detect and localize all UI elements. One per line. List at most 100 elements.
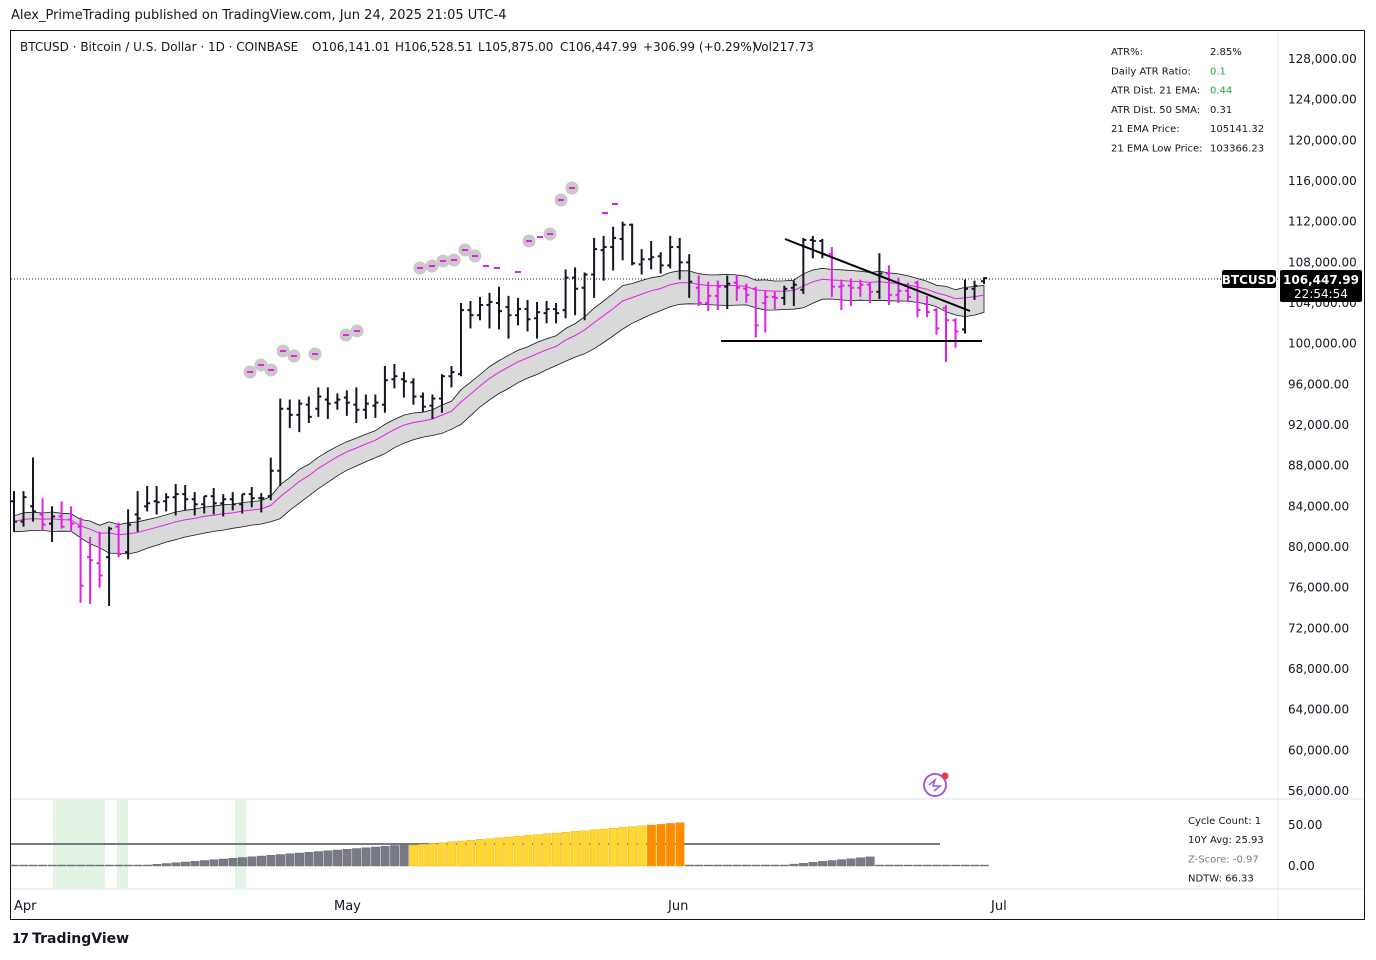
osc-bar: [656, 824, 666, 867]
ohlc-bar: [11, 491, 17, 532]
osc-bar: [979, 864, 989, 867]
tradingview-footer[interactable]: 17 TradingView: [12, 931, 129, 947]
osc-bar: [970, 864, 980, 867]
ohlc-bar: [809, 235, 816, 259]
ohlc-bar: [296, 399, 303, 433]
price-axis-tick: 88,000.00: [1288, 459, 1349, 473]
price-axis-tick: 60,000.00: [1288, 743, 1349, 757]
ohlc-bar: [933, 308, 940, 335]
osc-bar: [532, 834, 542, 867]
stats-value: 2.85%: [1210, 47, 1242, 58]
ohlc-bar: [248, 487, 255, 508]
ohlc-bar: [543, 300, 550, 324]
ohlc-bar: [410, 378, 417, 405]
price-axis-tick: 96,000.00: [1288, 377, 1349, 391]
chart-frame[interactable]: [10, 30, 1365, 920]
ohlc-bar: [524, 299, 531, 332]
descending-trendline[interactable]: [784, 238, 971, 312]
osc-bar: [694, 864, 704, 867]
atr-stats-table: ATR%: 2.85% Daily ATR Ratio: 0.1 ATR Dist. 2…: [1111, 47, 1264, 155]
ohlc-bar: [857, 279, 864, 297]
ohlc-bar: [229, 492, 236, 511]
ohlc-bar: [515, 297, 522, 326]
osc-bar: [342, 849, 352, 867]
osc-bar: [295, 852, 304, 867]
price-tag-countdown: 22:54:54: [1294, 287, 1348, 301]
oscillator-bars-group: [9, 822, 989, 867]
stats-label: ATR Dist. 21 EMA:: [1111, 86, 1200, 97]
stats-value: 103366.23: [1210, 144, 1264, 155]
price-axis-tick: 112,000.00: [1288, 215, 1357, 229]
osc-bar: [142, 864, 152, 867]
ohlc-bar: [847, 278, 854, 307]
osc-bar: [437, 842, 447, 867]
price-axis-tick: 116,000.00: [1288, 174, 1357, 188]
osc-bar: [76, 864, 86, 867]
price-axis[interactable]: 128,000.00 124,000.00 120,000.00 116,000.00…: [1288, 52, 1357, 798]
osc-bar: [180, 861, 190, 867]
osc-bar: [580, 830, 590, 867]
ema-band: [13, 267, 985, 555]
osc-axis-tick-50: 50.00: [1288, 818, 1322, 832]
ohlc-bar: [572, 267, 579, 316]
ohlc-bar: [68, 506, 75, 532]
osc-bar: [418, 844, 428, 867]
osc-bar: [751, 864, 761, 867]
ohlc-bar: [334, 393, 341, 410]
price-axis-tick: 72,000.00: [1288, 621, 1349, 635]
osc-bar: [713, 864, 723, 867]
ohlc-bar: [457, 303, 464, 377]
osc-bar: [761, 864, 770, 867]
stats-value: 0.1: [1210, 66, 1226, 77]
osc-bar: [551, 832, 561, 867]
ohlc-bar: [106, 526, 113, 606]
ohlc-bar: [429, 394, 436, 419]
ohlc-bar: [286, 399, 293, 429]
osc-bar: [219, 858, 228, 867]
cycle-stats-row: Cycle Count: 1: [1188, 816, 1261, 827]
ohlc-bar: [962, 279, 968, 334]
signal-markers-group: [243, 181, 618, 379]
osc-bar: [951, 864, 961, 867]
ohlc-bar: [695, 275, 702, 307]
ai-sparkle-icon[interactable]: [923, 772, 949, 797]
osc-axis-tick-0: 0.00: [1288, 859, 1315, 873]
ohlc-bar: [391, 364, 398, 389]
osc-bar: [637, 825, 647, 867]
osc-bar: [561, 832, 571, 867]
osc-bar: [523, 835, 533, 867]
price-axis-tick: 92,000.00: [1288, 418, 1349, 432]
osc-bar: [799, 863, 809, 867]
ohlc-bar: [895, 277, 902, 303]
ohlc-bar: [201, 495, 208, 514]
ohlc-bar: [600, 235, 607, 281]
ohlc-bar: [505, 295, 512, 339]
osc-bar: [123, 864, 133, 867]
price-axis-tick: 76,000.00: [1288, 581, 1349, 595]
ohlc-bar: [553, 303, 560, 324]
ohlc-bar: [952, 318, 959, 348]
ohlc-bar: [781, 285, 788, 306]
osc-bar: [475, 839, 485, 867]
osc-bar: [808, 862, 818, 867]
ohlc-bar: [77, 517, 84, 603]
osc-bar: [837, 859, 847, 867]
osc-bar: [960, 864, 970, 867]
ohlc-bar: [87, 536, 94, 604]
ohlc-bar: [752, 286, 759, 338]
osc-bar: [171, 862, 181, 867]
price-axis-tick: 124,000.00: [1288, 93, 1357, 107]
time-axis-label-may: May: [334, 899, 361, 914]
ohlc-bar: [115, 522, 122, 558]
price-axis-tick: 56,000.00: [1288, 784, 1349, 798]
ohlc-bar: [343, 390, 350, 416]
stats-label: Daily ATR Ratio:: [1111, 66, 1191, 77]
ohlc-bar: [724, 275, 731, 310]
ohlc-bar: [20, 491, 27, 527]
osc-bar: [513, 836, 523, 867]
ohlc-bar: [438, 374, 445, 413]
osc-bar: [247, 856, 257, 867]
tradingview-logo-icon: 17: [12, 931, 29, 947]
osc-bar: [28, 864, 38, 867]
